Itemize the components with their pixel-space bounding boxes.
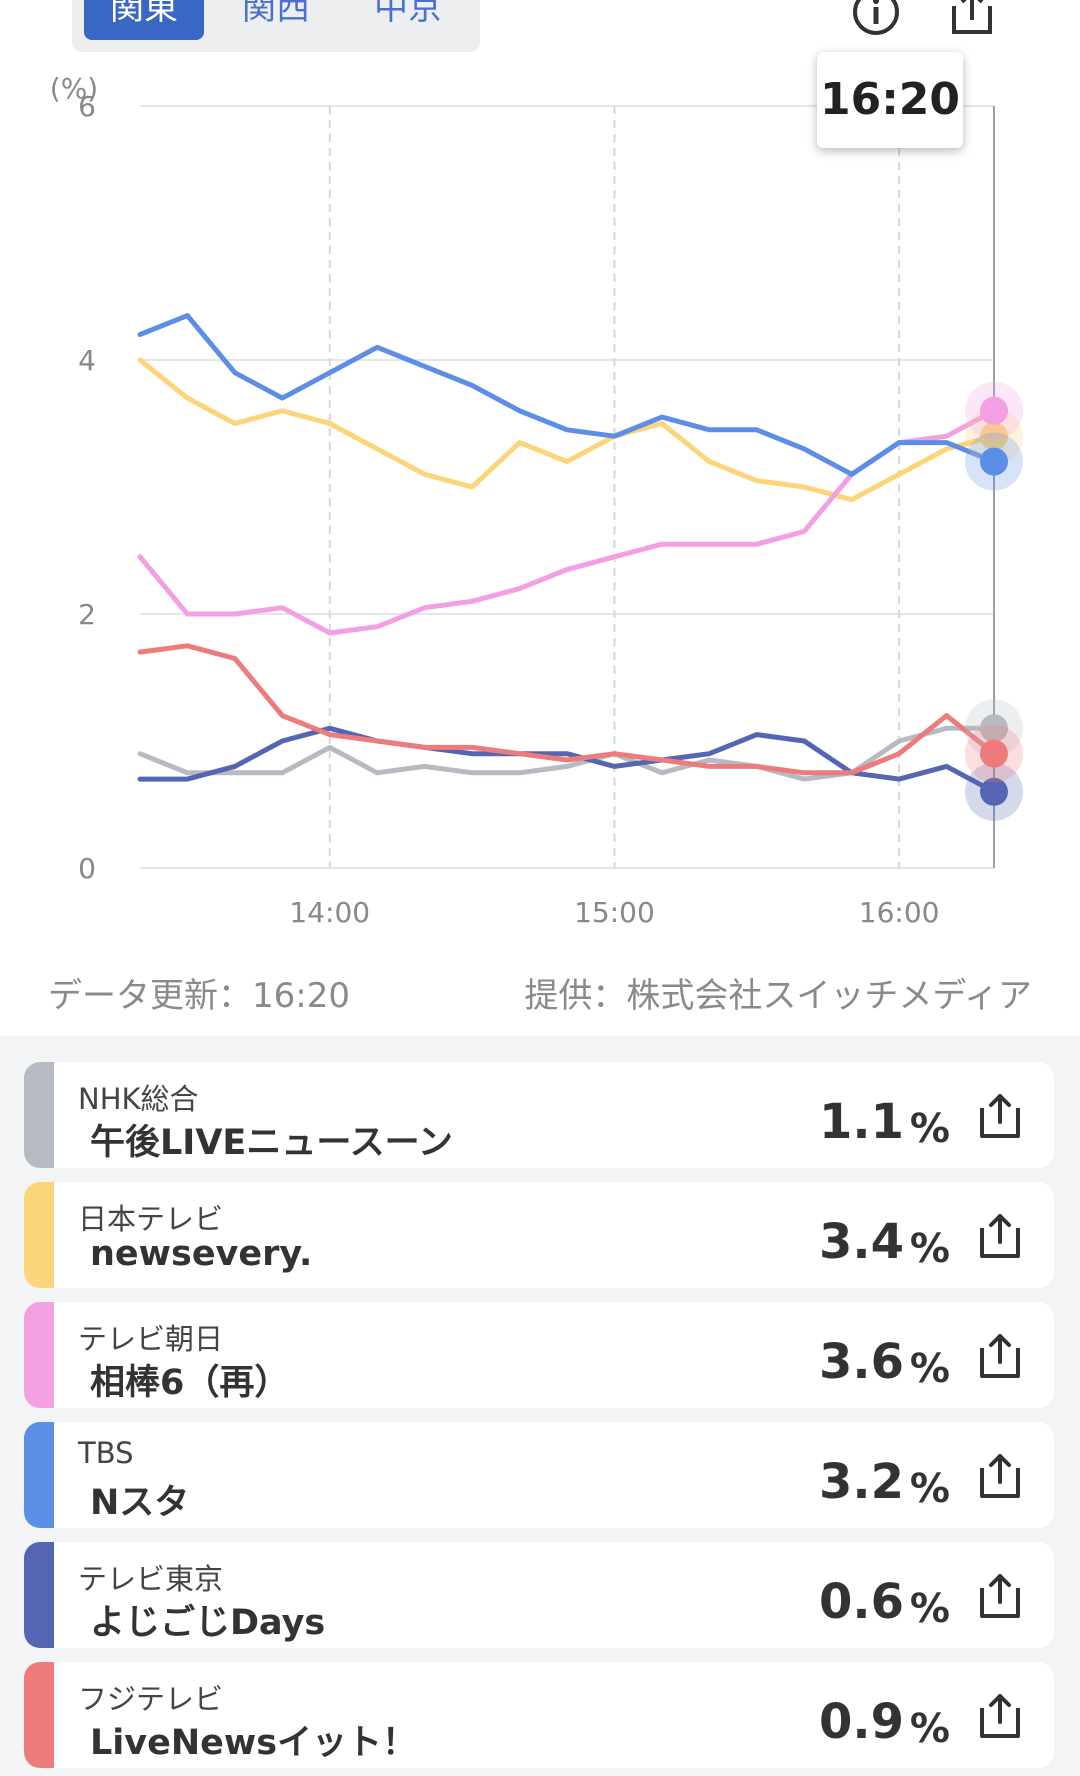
channel-card-nhk[interactable]: NHK総合 午後LIVEニュースーン 1.1 %: [24, 1062, 1054, 1168]
series-end-point: [980, 714, 1008, 743]
x-tick-label: 14:00: [289, 896, 370, 929]
channel-color-bar: [24, 1062, 54, 1168]
station-name: テレビ東京: [78, 1562, 224, 1596]
station-name: テレビ朝日: [78, 1322, 224, 1356]
rating-unit: %: [909, 1706, 950, 1752]
share-icon[interactable]: [976, 1452, 1024, 1502]
region-tabs: 関東 関西 中京: [72, 0, 480, 52]
channel-color-bar: [24, 1422, 54, 1528]
rating-unit: %: [909, 1586, 950, 1632]
y-tick-label: 0: [78, 852, 96, 885]
program-title: 相棒6（再）: [90, 1363, 290, 1403]
channel-color-bar: [24, 1302, 54, 1408]
series-line: [137, 313, 997, 477]
rating-value: 1.1: [818, 1094, 904, 1150]
y-tick-label: 6: [78, 90, 96, 123]
share-icon[interactable]: [944, 0, 1000, 40]
program-title: newsevery.: [90, 1234, 313, 1274]
rating-unit: %: [909, 1226, 950, 1272]
program-title: LiveNewsイット！: [90, 1723, 418, 1763]
share-icon[interactable]: [976, 1212, 1024, 1262]
series-end-point: [980, 777, 1008, 806]
data-provider: 提供：株式会社スイッチメディア: [524, 976, 1032, 1016]
series-line: [137, 357, 997, 503]
channel-color-bar: [24, 1542, 54, 1648]
station-name: 日本テレビ: [78, 1202, 224, 1236]
channel-card-fuji[interactable]: フジテレビ LiveNewsイット！ 0.9 %: [24, 1662, 1054, 1768]
station-name: TBS: [78, 1436, 134, 1470]
program-title: よじごじDays: [90, 1603, 326, 1643]
y-axis-unit-label: (%): [50, 72, 98, 105]
share-icon[interactable]: [976, 1692, 1024, 1742]
channel-card-tv-tokyo[interactable]: テレビ東京 よじごじDays 0.6 %: [24, 1542, 1054, 1648]
y-tick-label: 4: [78, 344, 96, 377]
station-name: NHK総合: [78, 1082, 199, 1116]
series-end-point: [980, 739, 1008, 768]
share-icon[interactable]: [976, 1572, 1024, 1622]
series-line: [137, 408, 997, 636]
ratings-line-chart[interactable]: (%) 0 2 4 6 14:00 15:00 16:00: [0, 60, 1080, 960]
x-tick-label: 15:00: [574, 896, 655, 929]
channel-card-tv-asahi[interactable]: テレビ朝日 相棒6（再） 3.6 %: [24, 1302, 1054, 1408]
series-line: [137, 643, 997, 776]
time-tooltip: 16:20: [817, 52, 963, 148]
info-icon[interactable]: [848, 0, 904, 40]
share-icon[interactable]: [976, 1092, 1024, 1142]
rating-value: 3.6: [818, 1334, 904, 1390]
channel-color-bar: [24, 1662, 54, 1768]
x-tick-label: 16:00: [859, 896, 940, 929]
rating-unit: %: [909, 1346, 950, 1392]
series-end-point: [980, 447, 1008, 476]
y-tick-label: 2: [78, 598, 96, 631]
tab-chukyo[interactable]: 中京: [374, 0, 442, 28]
program-title: 午後LIVEニュースーン: [90, 1123, 453, 1163]
tab-kanto[interactable]: 関東: [84, 0, 204, 40]
rating-value: 3.2: [818, 1454, 904, 1510]
rating-value: 3.4: [818, 1214, 904, 1270]
rating-value: 0.6: [818, 1574, 904, 1630]
channel-card-tbs[interactable]: TBS Nスタ 3.2 %: [24, 1422, 1054, 1528]
channel-color-bar: [24, 1182, 54, 1288]
share-icon[interactable]: [976, 1332, 1024, 1382]
rating-value: 0.9: [818, 1694, 904, 1750]
series-end-point: [980, 422, 1008, 451]
program-title: Nスタ: [90, 1483, 190, 1523]
series-end-point: [980, 396, 1008, 425]
data-update-time: データ更新：16:20: [48, 976, 350, 1016]
tab-kansai[interactable]: 関西: [242, 0, 310, 28]
rating-unit: %: [909, 1106, 950, 1152]
station-name: フジテレビ: [78, 1682, 224, 1716]
rating-unit: %: [909, 1466, 950, 1512]
channel-card-ntv[interactable]: 日本テレビ newsevery. 3.4 %: [24, 1182, 1054, 1288]
channel-list: NHK総合 午後LIVEニュースーン 1.1 % 日本テレビ newsevery…: [0, 1036, 1080, 1776]
